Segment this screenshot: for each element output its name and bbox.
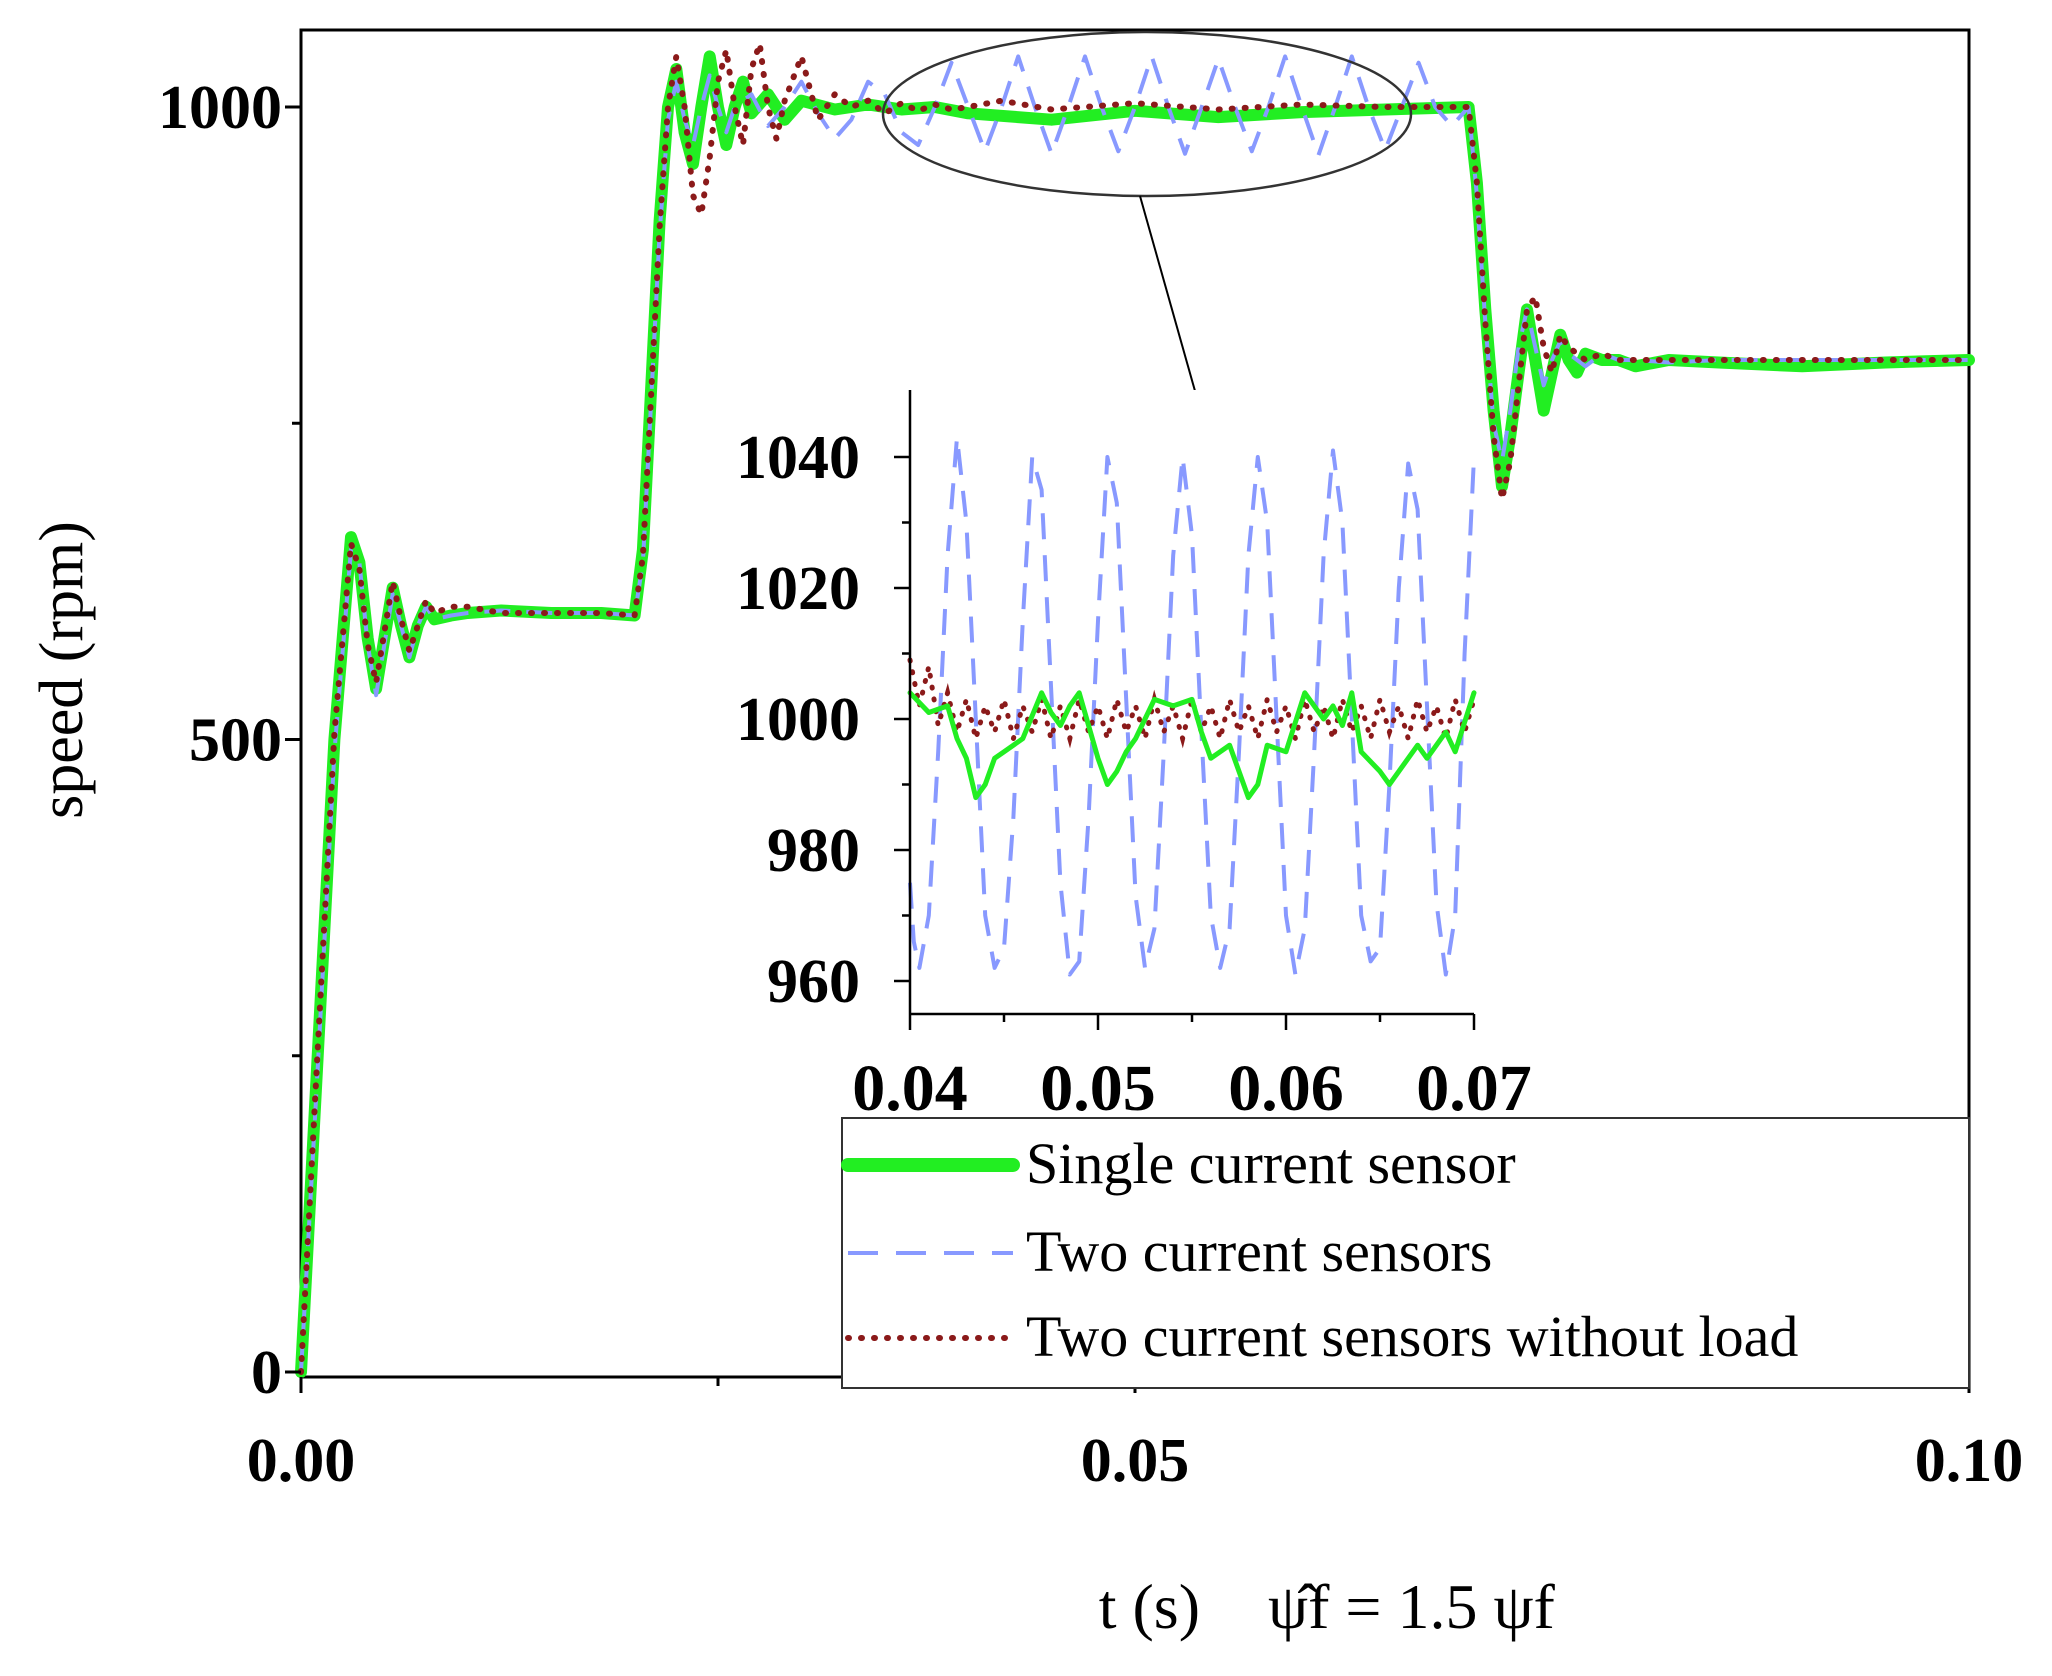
x-axis-title: t (s) <box>1099 1571 1200 1642</box>
inset-y-tick-label: 980 <box>767 817 860 885</box>
main-x-tick-label: 0.10 <box>1915 1427 2024 1495</box>
legend-label-two-current-sensors-without-load: Two current sensors without load <box>1026 1304 1798 1369</box>
inset-series-line-two-current-sensors <box>908 435 1476 977</box>
zoom-ellipse <box>881 30 1413 198</box>
legend-label-two-current-sensors: Two current sensors <box>1026 1219 1492 1284</box>
inset-axis-ticks: 0.04 0.05 0.06 0.07 960 980 1000 1020 1040 <box>736 424 1532 1125</box>
main-series-group <box>295 40 1975 1378</box>
legend: Single current sensor Two current sensor… <box>841 1117 1970 1389</box>
main-axis-ticks: 0.00 0.05 0.10 0 500 1000 <box>158 74 2023 1495</box>
main-x-tick-label: 0.00 <box>247 1427 356 1495</box>
inset-series-line-single-current-sensor <box>907 690 1477 801</box>
main-y-tick-label: 500 <box>189 707 282 775</box>
inset-y-tick-label: 1020 <box>736 555 860 623</box>
main-y-tick-label: 1000 <box>158 74 282 142</box>
inset-x-tick-label: 0.04 <box>852 1052 968 1125</box>
main-y-tick-label: 0 <box>251 1339 282 1407</box>
series-line-two-current-sensors <box>299 54 1969 1373</box>
legend-box <box>841 1117 1970 1389</box>
inset-series-line-two-current-sensors-without-load <box>907 657 1477 749</box>
inset-y-tick-label: 960 <box>767 948 860 1016</box>
inset-y-tick-label: 1000 <box>736 686 860 754</box>
inset-y-tick-label: 1040 <box>736 424 860 492</box>
inset-x-tick-label: 0.07 <box>1416 1052 1532 1125</box>
inset-x-tick-label: 0.05 <box>1040 1052 1156 1125</box>
x-axis-annotation: ψ̂f = 1.5 ψf <box>1268 1571 1556 1642</box>
inset-x-tick-label: 0.06 <box>1228 1052 1344 1125</box>
series-line-two-current-sensors-without-load <box>298 40 1972 1375</box>
main-x-tick-label: 0.05 <box>1081 1427 1190 1495</box>
inset-series-group <box>907 435 1477 977</box>
legend-label-single-current-sensor: Single current sensor <box>1026 1131 1516 1196</box>
y-axis-title: speed (rpm) <box>28 521 96 819</box>
